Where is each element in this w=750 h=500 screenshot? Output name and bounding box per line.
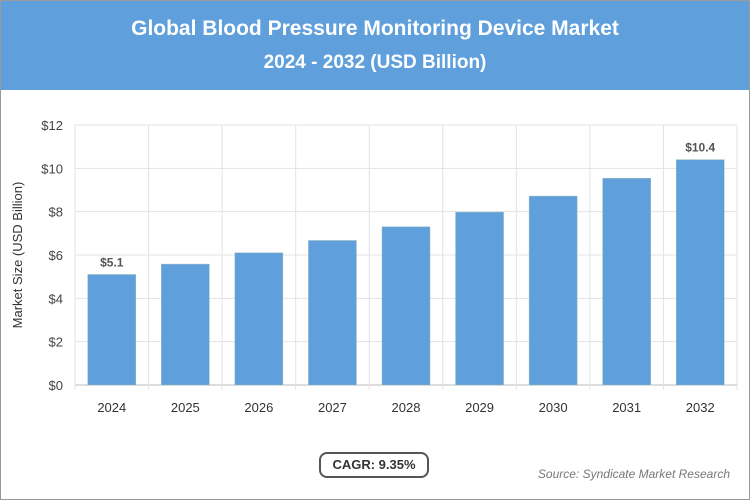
y-axis-label: Market Size (USD Billion) bbox=[10, 182, 25, 329]
x-tick-label: 2029 bbox=[465, 400, 494, 415]
data-label: $5.1 bbox=[100, 256, 124, 270]
bar-2025 bbox=[161, 263, 210, 386]
bar-2030 bbox=[528, 195, 578, 386]
x-tick-label: 2028 bbox=[392, 400, 421, 415]
y-tick-label: $10 bbox=[41, 161, 63, 176]
x-tick-label: 2031 bbox=[612, 400, 641, 415]
bar-2029 bbox=[455, 211, 504, 386]
bar-2031 bbox=[602, 178, 651, 386]
y-tick-label: $2 bbox=[49, 335, 63, 350]
data-label: $10.4 bbox=[685, 141, 715, 155]
y-tick-label: $0 bbox=[49, 378, 63, 393]
x-tick-label: 2030 bbox=[539, 400, 568, 415]
chart-header: Global Blood Pressure Monitoring Device … bbox=[1, 1, 749, 90]
x-tick-label: 2024 bbox=[97, 400, 126, 415]
bar-2032 bbox=[675, 159, 725, 386]
y-tick-label: $8 bbox=[49, 205, 63, 220]
cagr-badge: CAGR: 9.35% bbox=[319, 452, 429, 478]
bar-2024 bbox=[87, 274, 137, 386]
x-tick-label: 2032 bbox=[686, 400, 715, 415]
y-tick-label: $4 bbox=[49, 291, 63, 306]
x-tick-label: 2027 bbox=[318, 400, 347, 415]
source-note: Source: Syndicate Market Research bbox=[537, 467, 730, 481]
chart-title: Global Blood Pressure Monitoring Device … bbox=[131, 17, 619, 40]
y-tick-label: $12 bbox=[41, 118, 63, 133]
x-tick-label: 2026 bbox=[244, 400, 273, 415]
bar-2027 bbox=[308, 240, 357, 386]
y-tick-label: $6 bbox=[49, 248, 63, 263]
chart-subtitle: 2024 - 2032 (USD Billion) bbox=[263, 52, 487, 73]
x-tick-label: 2025 bbox=[171, 400, 200, 415]
bar-2028 bbox=[381, 226, 431, 386]
bar-2026 bbox=[234, 252, 284, 386]
